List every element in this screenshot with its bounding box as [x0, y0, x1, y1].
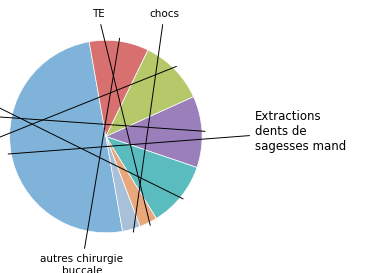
Text: Extractions
dents de
sagesses mand: Extractions dents de sagesses mand [8, 110, 346, 154]
Wedge shape [10, 42, 122, 233]
Text: autres chirurgie
buccale: autres chirurgie buccale [40, 38, 123, 273]
Wedge shape [106, 50, 194, 136]
Wedge shape [106, 136, 140, 231]
Text: chocs: chocs [133, 9, 179, 232]
Text: Chirurgies
implantaires: Chirurgies implantaires [0, 66, 176, 176]
Wedge shape [89, 40, 148, 136]
Wedge shape [106, 136, 156, 227]
Text: TE: TE [92, 9, 150, 225]
Wedge shape [106, 136, 197, 218]
Text: Chirurgies
orthognathiques: Chirurgies orthognathiques [0, 57, 183, 199]
Text: Analgésies
dentaires: Analgésies dentaires [0, 101, 205, 131]
Wedge shape [106, 97, 202, 168]
